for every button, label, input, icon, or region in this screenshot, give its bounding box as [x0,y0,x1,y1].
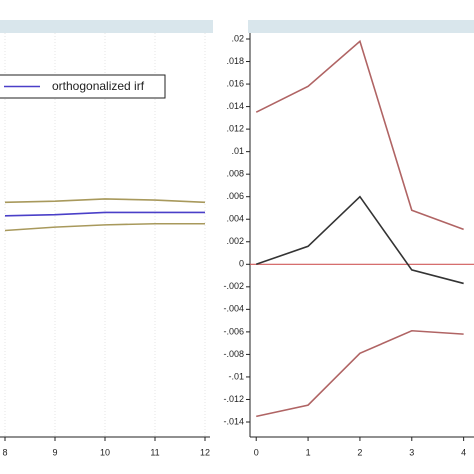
y-tick-label: .008 [226,169,244,179]
series-line [255,195,464,285]
y-tick-label: .02 [231,33,244,43]
x-tick-label: 8 [2,447,7,457]
legend-box [0,74,166,99]
x-tick-label: 9 [52,447,57,457]
y-tick-label: .012 [226,123,244,133]
x-tick-label: 1 [306,447,311,457]
x-tick-label: 3 [409,447,414,457]
panel-header [248,20,474,33]
panel-header [0,20,213,33]
x-tick-label: 12 [200,447,210,457]
y-tick-label: 0 [239,259,244,269]
series-line [255,39,464,231]
y-tick-label: -.002 [223,281,244,291]
legend-label: orthogonalized irf [52,79,145,93]
x-tick-label: 0 [254,447,259,457]
series-line [256,329,464,418]
y-tick-label: .018 [226,56,244,66]
x-tick-label: 2 [357,447,362,457]
y-tick-label: .014 [226,101,244,111]
x-tick-label: 4 [461,447,466,457]
y-tick-label: .002 [226,236,244,246]
y-tick-label: -.008 [223,349,244,359]
y-tick-label: -.006 [223,326,244,336]
y-tick-label: -.012 [223,394,244,404]
x-tick-label: 10 [100,447,110,457]
y-tick-label: .016 [226,78,244,88]
series-line [4,211,205,217]
x-tick-label: 11 [150,447,159,457]
y-tick-label: -.01 [228,371,244,381]
series-line [4,198,206,204]
y-tick-label: -.004 [223,304,244,314]
y-tick-label: -.014 [223,416,244,426]
series-line [4,222,205,232]
y-tick-label: .004 [226,214,244,224]
y-tick-label: .006 [226,191,244,201]
y-tick-label: .01 [231,146,244,156]
